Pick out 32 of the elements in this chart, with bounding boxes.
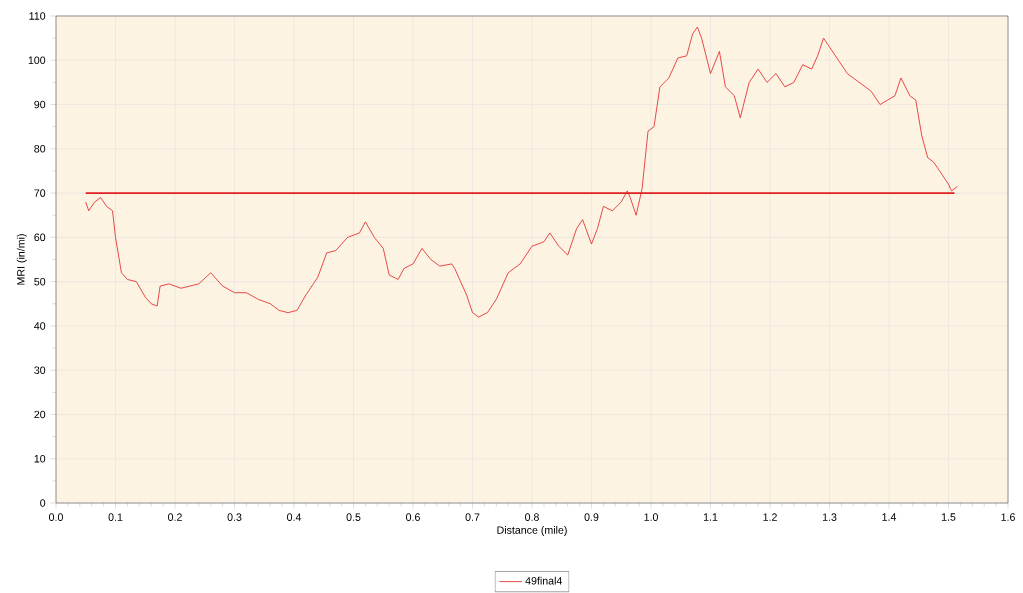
- x-tick-label: 1.6: [1001, 513, 1015, 521]
- x-tick-label: 1.1: [703, 513, 718, 521]
- x-tick-label: 1.2: [763, 513, 777, 521]
- x-tick-label: 1.4: [882, 513, 897, 521]
- y-tick-label: 30: [34, 366, 46, 374]
- y-tick-label: 70: [34, 189, 46, 197]
- x-tick-label: 1.0: [644, 513, 658, 521]
- x-tick-label: 0.3: [227, 513, 242, 521]
- x-tick-label: 0.8: [525, 513, 539, 521]
- y-tick-label: 10: [34, 454, 46, 463]
- y-tick-label: 100: [28, 56, 46, 65]
- y-tick-label: 60: [34, 233, 46, 242]
- x-tick-label: 0.1: [108, 513, 123, 521]
- y-tick-label: 90: [34, 100, 46, 109]
- y-tick-label: 0: [40, 499, 46, 507]
- legend-label: 49final4: [525, 576, 563, 585]
- y-axis-title: MRI (in/mi): [16, 234, 27, 285]
- x-tick-label: 0.6: [406, 513, 420, 521]
- y-tick-label: 80: [34, 145, 46, 153]
- x-tick-label: 0.7: [465, 513, 480, 521]
- x-tick-label: 1.3: [822, 513, 837, 521]
- x-tick-label: 0.2: [168, 513, 182, 521]
- y-tick-label: 110: [29, 12, 46, 20]
- x-tick-label: 0.4: [287, 513, 302, 521]
- x-tick-label: 1.5: [941, 513, 956, 521]
- x-tick-label: 0.5: [346, 513, 361, 521]
- y-tick-label: 40: [34, 322, 46, 330]
- y-tick-label: 20: [34, 410, 46, 419]
- x-axis-title: Distance (mile): [497, 526, 567, 536]
- x-tick-label: 0.0: [49, 513, 63, 521]
- x-tick-label: 0.9: [584, 513, 599, 521]
- y-tick-label: 50: [34, 277, 46, 286]
